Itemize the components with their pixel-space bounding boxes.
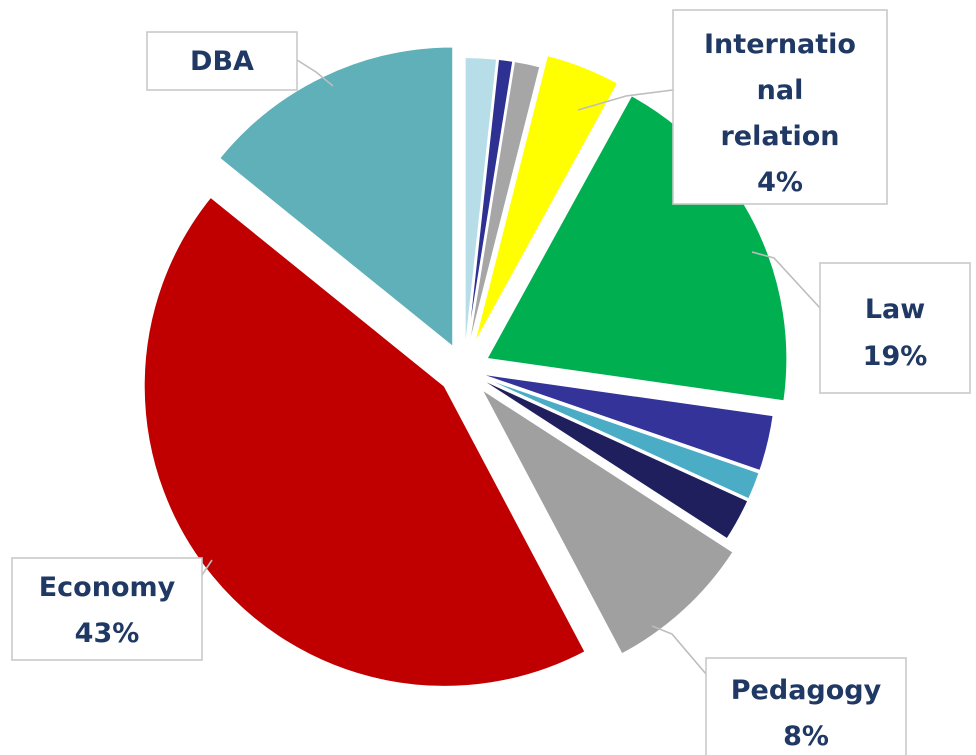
data-label-international-line2: nal: [757, 75, 804, 106]
data-label-economy-name: Economy: [39, 572, 176, 603]
data-label-international-percent: 4%: [757, 167, 803, 198]
pie-slices: [142, 45, 789, 688]
data-label-economy-percent: 43%: [75, 618, 140, 649]
pie-slice-international-relation: [472, 53, 620, 348]
data-label-law-name: Law: [865, 294, 925, 325]
data-label-pedagogy: Pedagogy 8%: [705, 657, 907, 755]
data-label-international-line3: relation: [720, 121, 839, 152]
leader-law: [751, 251, 821, 309]
data-label-pedagogy-percent: 8%: [783, 721, 829, 752]
pie-slice-unlabeled-6: [474, 373, 761, 501]
data-label-international-relation: Internatio nal relation 4%: [672, 9, 888, 205]
data-label-pedagogy-name: Pedagogy: [731, 675, 882, 706]
leader-economy: [201, 559, 213, 576]
data-label-dba: DBA: [146, 31, 298, 91]
data-label-international-line1: Internatio: [704, 29, 856, 60]
data-label-law: Law 19%: [819, 262, 971, 394]
data-label-economy: Economy 43%: [11, 557, 203, 661]
label-leader-lines: [201, 59, 821, 675]
pie-slice-pedagogy: [478, 385, 735, 656]
pie-slice-unlabeled-2: [465, 59, 542, 359]
pie-slice-unlabeled-7: [473, 374, 750, 541]
pie-slice-economy: [142, 195, 587, 688]
data-label-dba-name: DBA: [190, 46, 254, 77]
leader-international-relation: [577, 89, 674, 111]
leader-pedagogy: [651, 625, 707, 675]
data-label-law-percent: 19%: [863, 341, 928, 372]
leader-dba: [296, 59, 334, 87]
pie-slice-dba: [217, 45, 455, 350]
pie-slice-unlabeled-5: [475, 371, 775, 473]
